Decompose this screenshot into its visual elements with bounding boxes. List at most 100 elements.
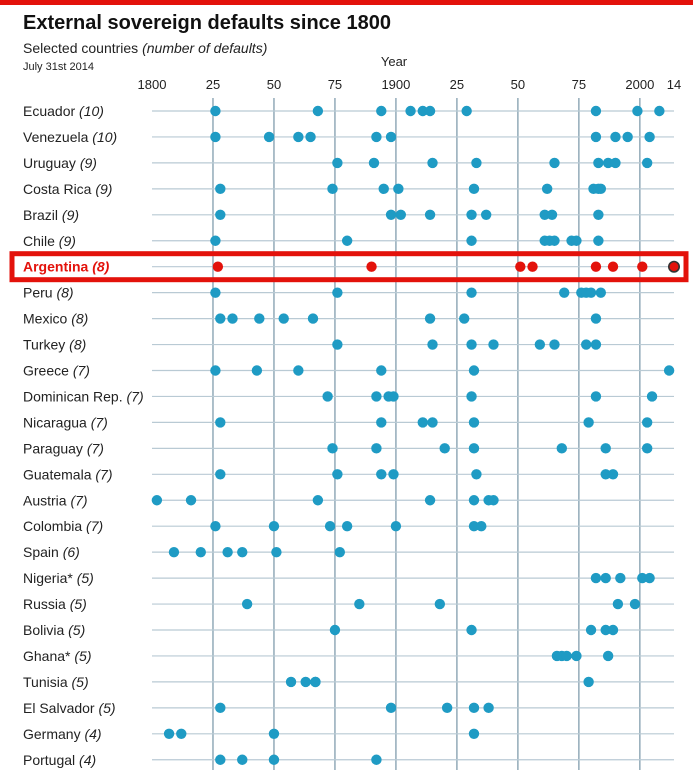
x-tick-label: 2000 [625,77,654,92]
country-name: Argentina [23,259,92,275]
row-germany: Germany (4) [23,726,674,742]
country-name: Austria [23,492,70,508]
grid [212,98,641,770]
default-point [632,105,643,117]
default-point [583,417,594,428]
default-point [539,209,550,220]
default-point [515,261,526,272]
country-name: Spain [23,544,63,560]
default-point [254,313,265,324]
default-point [312,105,324,117]
default-point [388,469,399,480]
default-point [176,728,187,739]
default-point [293,365,304,376]
default-count: (7) [95,466,112,482]
default-point [390,521,402,532]
default-point [595,183,607,195]
row-ecuador: Ecuador (10) [23,103,674,119]
country-label: Portugal (4) [23,752,96,768]
row-mexico: Mexico (8) [23,311,674,327]
default-point [215,183,226,195]
country-name: Tunisia [23,674,72,690]
default-point [644,572,655,584]
default-point [215,469,226,480]
country-label: Brazil (9) [23,207,79,223]
country-label: Ghana* (5) [23,648,92,664]
country-label: El Salvador (5) [23,700,116,716]
country-label: Nicaragua (7) [23,414,108,430]
country-label: Bolivia (5) [23,622,85,638]
default-point [593,209,604,220]
default-point [417,417,428,428]
x-axis-ticks: 1800 25 50 75 1900 25 50 75 2000 14 [138,77,682,92]
x-tick-label: 14 [667,77,681,92]
row-bolivia: Bolivia (5) [23,622,674,638]
country-name: Venezuela [23,129,92,145]
country-label: Russia (5) [23,596,87,612]
default-point [378,183,389,195]
default-point [585,624,597,636]
chart-title: External sovereign defaults since 1800 [23,12,391,34]
country-label: Greece (7) [23,363,90,379]
default-point [468,443,480,454]
default-point [480,209,492,220]
default-point [354,598,365,610]
country-name: Ghana* [23,648,74,664]
default-point [441,702,453,714]
country-label: Paraguay (7) [23,440,104,456]
default-point [285,676,297,688]
row-ghana: Ghana* (5) [23,648,674,664]
default-count: (8) [92,259,109,275]
default-point [310,676,321,688]
default-point [341,521,353,532]
x-tick-label: 1900 [381,77,410,92]
default-point [427,339,438,350]
country-label: Mexico (8) [23,311,88,327]
default-point [332,469,343,480]
default-point [237,546,248,558]
default-point [376,469,387,480]
row-spain: Spain (6) [23,544,674,560]
row-costa-rica: Costa Rica (9) [23,181,674,197]
row-guatemala: Guatemala (7) [23,466,674,482]
default-count: (5) [72,674,89,690]
default-point [268,728,280,739]
country-name: Brazil [23,207,62,223]
row-argentina: Argentina (8) [23,259,680,275]
row-el-salvador: El Salvador (5) [23,700,674,716]
default-point [424,495,436,506]
default-count: (5) [68,622,85,638]
subtitle-text: Selected countries [23,40,139,56]
default-point [241,598,253,610]
default-point [468,495,480,506]
default-point [368,157,380,169]
default-point [405,105,416,117]
row-russia: Russia (5) [23,596,674,612]
default-point [468,728,480,739]
brand-accent-tab [0,0,18,5]
country-name: Germany [23,726,84,742]
country-label: Spain (6) [23,544,80,560]
default-point [637,572,648,584]
default-count: (5) [77,570,94,586]
default-point [629,598,641,610]
default-point [185,495,197,506]
default-count: (4) [79,752,96,768]
default-point [590,339,602,350]
default-point [327,183,338,195]
default-point [371,754,382,765]
country-name: Uruguay [23,155,80,171]
country-name: Turkey [23,337,69,353]
default-point [424,105,436,117]
default-point [607,469,619,480]
default-point [583,676,594,688]
default-point [590,261,602,272]
default-point [590,313,602,324]
x-tick-label: 25 [206,77,220,92]
default-point [332,339,343,350]
default-point [527,261,538,272]
default-point [607,261,619,272]
default-point [376,417,387,428]
x-tick-label: 1800 [138,77,167,92]
